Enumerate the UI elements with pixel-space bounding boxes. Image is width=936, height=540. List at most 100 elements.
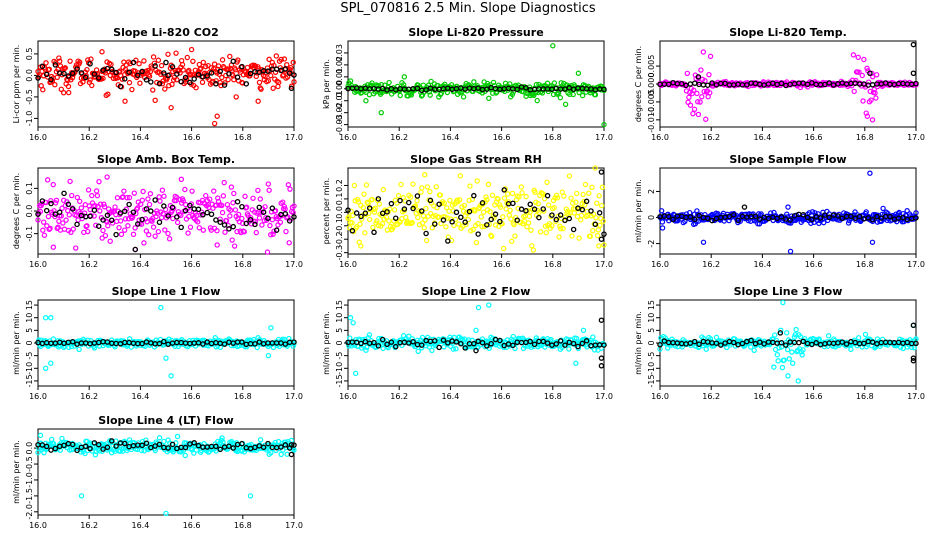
colored-point (566, 173, 573, 179)
black-point (761, 341, 767, 347)
black-point (273, 66, 280, 72)
x-tick-label: 16.4 (753, 392, 771, 401)
colored-point (114, 195, 121, 201)
page-title: SPL_070816 2.5 Min. Slope Diagnostics (340, 1, 596, 16)
colored-point (590, 211, 597, 217)
colored-point (287, 186, 293, 192)
colored-point (174, 219, 181, 226)
colored-point (589, 184, 595, 190)
colored-outlier-point (659, 225, 666, 231)
y-tick-label: -0.005 (647, 89, 656, 115)
colored-point (869, 70, 875, 76)
black-point (601, 231, 607, 237)
colored-point (438, 90, 445, 97)
colored-point (457, 173, 464, 179)
x-tick-label: 17.0 (907, 133, 925, 142)
black-point (148, 444, 154, 451)
colored-point (691, 211, 698, 217)
black-point (518, 206, 525, 212)
black-point (195, 206, 202, 213)
colored-point (278, 56, 284, 63)
colored-point (398, 181, 404, 188)
black-point (453, 209, 460, 215)
y-tick-label: 0.000 (647, 73, 656, 96)
colored-point (420, 213, 427, 219)
black-point (278, 444, 284, 450)
colored-point (556, 234, 562, 240)
colored-point (354, 196, 361, 203)
black-point (475, 231, 481, 237)
black-point (213, 81, 219, 87)
colored-outlier-point (214, 113, 220, 119)
black-point (230, 58, 237, 65)
colored-point (185, 230, 191, 236)
colored-point (281, 203, 288, 210)
black-point (109, 438, 115, 444)
black-point (562, 217, 568, 224)
colored-point (207, 196, 213, 202)
colored-point (364, 344, 370, 350)
colored-point (484, 197, 490, 203)
black-point (579, 340, 586, 347)
colored-point (268, 72, 274, 79)
x-tick-label: 16.6 (805, 392, 823, 401)
colored-point (789, 349, 795, 355)
colored-point (868, 97, 874, 103)
colored-point (479, 223, 485, 230)
colored-point (366, 332, 373, 338)
colored-point (537, 229, 544, 235)
colored-point (59, 205, 65, 211)
black-point (345, 207, 351, 213)
colored-point (102, 232, 109, 239)
black-point (691, 80, 698, 86)
black-point (169, 441, 176, 448)
black-point (265, 68, 271, 74)
black-point (900, 214, 906, 221)
x-tick-label: 16.2 (80, 521, 98, 530)
colored-point (534, 97, 540, 104)
colored-point (516, 194, 522, 200)
black-point (74, 221, 80, 228)
colored-point (78, 205, 85, 211)
black-point (778, 339, 785, 346)
black-point (126, 69, 132, 75)
x-tick-label: 16.6 (493, 392, 511, 401)
y-tick-label: -0.01 (335, 90, 344, 111)
black-point (423, 87, 429, 93)
plot-frame (347, 167, 605, 255)
colored-outlier-point (787, 248, 794, 255)
black-point (479, 339, 486, 346)
y-tick-label: -0.1 (335, 218, 344, 234)
x-tick-label: 16.2 (702, 260, 720, 269)
black-point (744, 82, 750, 88)
colored-outlier-point (163, 355, 169, 361)
colored-point (58, 86, 64, 92)
colored-point (129, 86, 135, 93)
y-tick-label: -1.0 (25, 472, 34, 488)
colored-point (544, 80, 551, 86)
black-point (735, 217, 741, 224)
colored-point (255, 187, 261, 194)
black-point (562, 342, 568, 348)
colored-point (848, 346, 854, 353)
black-point (156, 441, 163, 448)
colored-point (250, 195, 256, 201)
colored-point (573, 199, 579, 205)
x-tick-label: 16.2 (702, 392, 720, 401)
black-point (52, 211, 59, 217)
x-tick-label: 16.8 (544, 133, 562, 142)
y-tick-label: 0 (25, 340, 34, 345)
colored-point (138, 447, 145, 454)
black-point (152, 197, 158, 203)
colored-point (288, 64, 294, 71)
black-point (239, 203, 245, 210)
black-point (139, 216, 145, 223)
black-point (117, 83, 124, 90)
colored-point (365, 200, 371, 207)
colored-point (223, 217, 230, 224)
colored-point (376, 201, 382, 207)
colored-point (230, 200, 236, 206)
black-point (432, 221, 438, 227)
black-point (143, 440, 150, 446)
black-point (247, 217, 254, 223)
